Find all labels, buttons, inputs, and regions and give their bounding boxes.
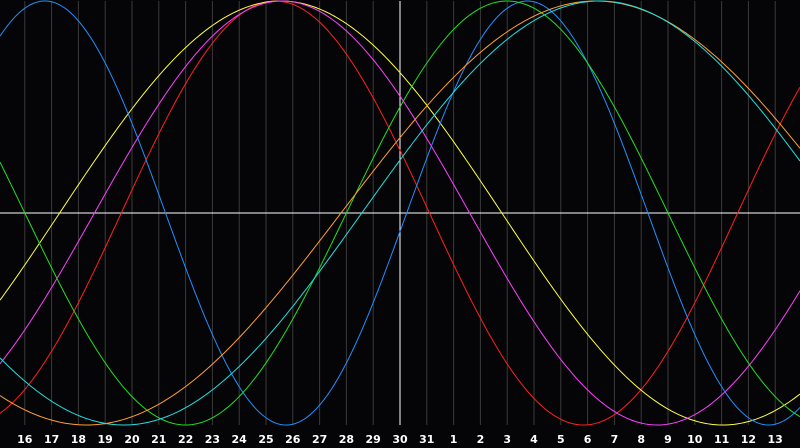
- x-tick-label: 18: [71, 433, 86, 446]
- x-tick-label: 12: [741, 433, 756, 446]
- x-tick-label: 3: [503, 433, 511, 446]
- x-tick-label: 11: [714, 433, 729, 446]
- series-line-4: [0, 0, 800, 426]
- x-tick-label: 26: [285, 433, 301, 446]
- series-lines: [0, 0, 800, 426]
- x-tick-label: 13: [768, 433, 783, 446]
- x-tick-label: 6: [584, 433, 592, 446]
- x-tick-label: 19: [98, 433, 113, 446]
- x-tick-label: 29: [366, 433, 381, 446]
- x-tick-label: 2: [477, 433, 485, 446]
- series-line-3: [0, 0, 800, 426]
- x-tick-label: 23: [205, 433, 220, 446]
- x-tick-labels: 16 17 18 19 20 21 22 23 24 25 26 27 28 29 30 31 1 2 3 4 5 6 7 8…: [17, 433, 783, 446]
- x-tick-label: 4: [530, 433, 538, 446]
- x-tick-label: 5: [557, 433, 565, 446]
- x-tick-label: 9: [664, 433, 672, 446]
- series-line-7: [0, 0, 800, 426]
- series-line-1: [0, 0, 800, 426]
- x-tick-label: 7: [611, 433, 619, 446]
- series-line-2: [0, 0, 800, 426]
- x-tick-label: 17: [44, 433, 59, 446]
- x-tick-label: 30: [392, 433, 408, 446]
- x-tick-label: 28: [339, 433, 354, 446]
- x-tick-label: 10: [687, 433, 703, 446]
- x-tick-label: 27: [312, 433, 327, 446]
- series-line-5: [0, 0, 800, 426]
- x-tick-label: 21: [151, 433, 166, 446]
- x-tick-label: 24: [232, 433, 248, 446]
- axes: [0, 1, 800, 425]
- x-tick-label: 31: [419, 433, 434, 446]
- x-tick-label: 1: [450, 433, 458, 446]
- x-tick-label: 8: [637, 433, 645, 446]
- x-tick-label: 20: [124, 433, 140, 446]
- x-tick-label: 22: [178, 433, 193, 446]
- x-tick-label: 16: [17, 433, 33, 446]
- x-tick-label: 25: [258, 433, 273, 446]
